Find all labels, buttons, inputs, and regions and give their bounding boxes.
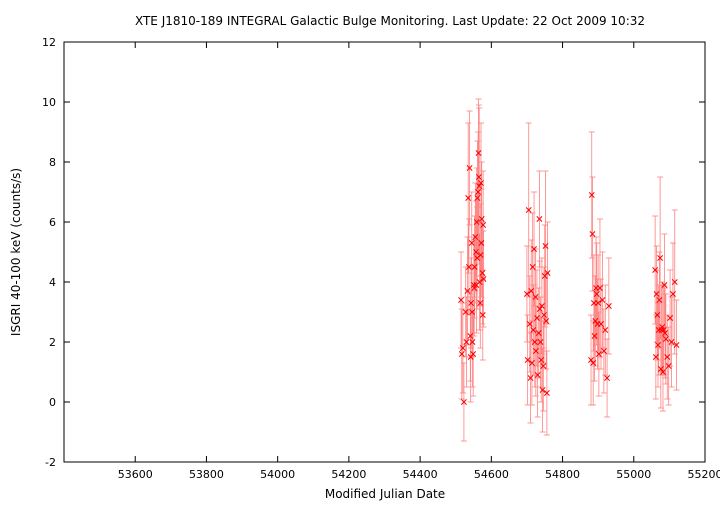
- x-tick-label: 54200: [331, 468, 366, 481]
- x-tick-label: 53600: [118, 468, 153, 481]
- y-tick-label: 2: [49, 336, 56, 349]
- y-tick-label: 0: [49, 396, 56, 409]
- x-tick-label: 55200: [688, 468, 720, 481]
- axis-ticks: -2 0 2 4 6 8 10 12 53600 53800 54000 54200 54400 5460…: [42, 36, 720, 481]
- x-axis-label: Modified Julian Date: [325, 487, 445, 501]
- y-tick-label: 8: [49, 156, 56, 169]
- chart-title: XTE J1810-189 INTEGRAL Galactic Bulge Mo…: [135, 14, 645, 28]
- y-tick-label: -2: [45, 456, 56, 469]
- plot-frame: [64, 42, 705, 462]
- data-points: [458, 150, 679, 404]
- y-axis-label: ISGRI 40-100 keV (counts/s): [9, 168, 23, 336]
- error-bars: [458, 99, 679, 441]
- x-tick-label: 55000: [616, 468, 651, 481]
- y-tick-label: 4: [49, 276, 56, 289]
- y-tick-label: 12: [42, 36, 56, 49]
- y-tick-label: 10: [42, 96, 56, 109]
- x-tick-label: 54600: [474, 468, 509, 481]
- x-tick-label: 54400: [403, 468, 438, 481]
- x-tick-label: 53800: [189, 468, 224, 481]
- x-tick-label: 54000: [260, 468, 295, 481]
- y-tick-label: 6: [49, 216, 56, 229]
- x-tick-label: 54800: [545, 468, 580, 481]
